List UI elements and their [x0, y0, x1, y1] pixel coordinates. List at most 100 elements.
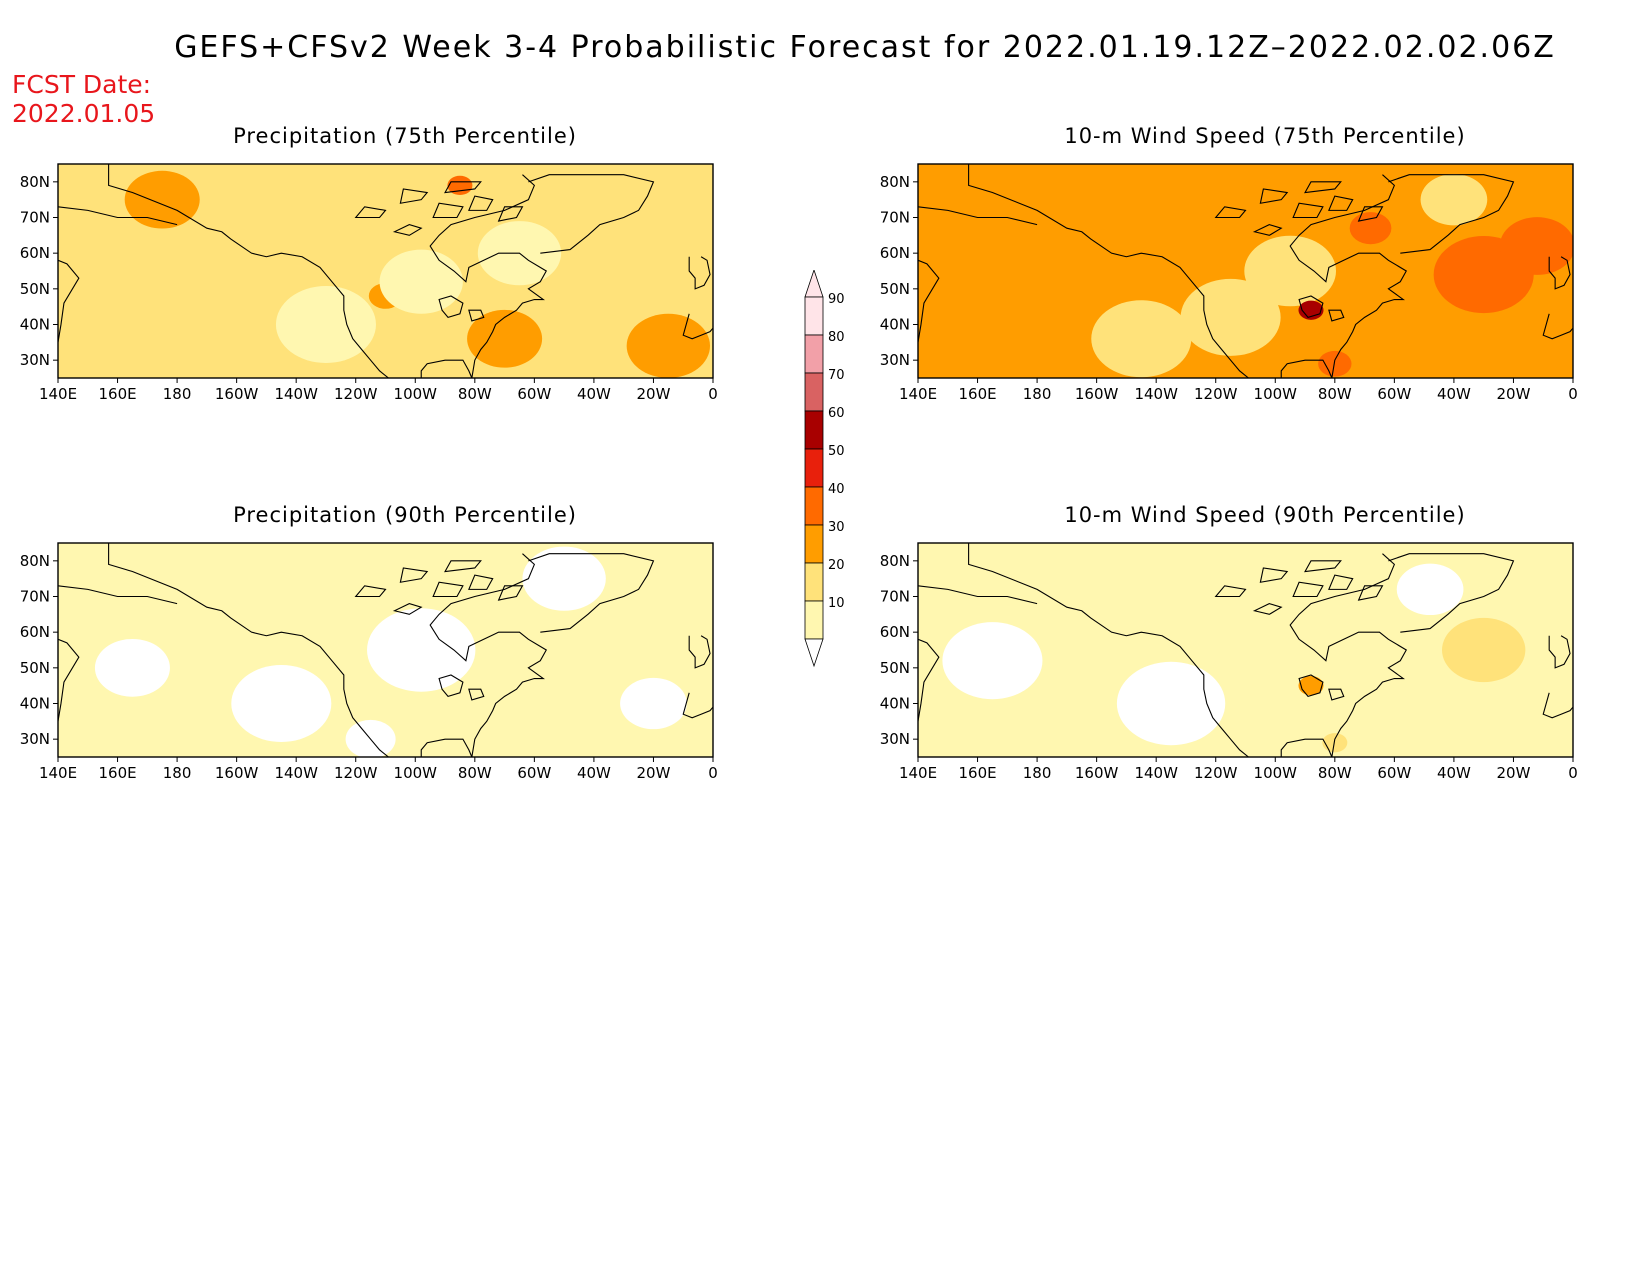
probability-area — [1298, 676, 1324, 696]
coastline — [1542, 313, 1573, 340]
coastline — [58, 206, 178, 226]
x-tick-label: 140E — [39, 385, 77, 403]
x-tick-label: 100W — [394, 764, 438, 782]
coastline — [108, 164, 389, 378]
colorbar-label: 80 — [828, 330, 845, 345]
x-tick-label: 80W — [1318, 385, 1352, 403]
x-tick-label: 160E — [958, 764, 996, 782]
island-outline — [1292, 581, 1324, 598]
island-outline — [1292, 202, 1324, 219]
y-tick-label: 70N — [20, 209, 50, 227]
x-tick-label: 140W — [274, 764, 318, 782]
island-outline — [1328, 195, 1354, 211]
coastline — [1548, 256, 1571, 290]
y-tick-label: 60N — [880, 244, 910, 262]
colorbar-bottom-arrow — [804, 638, 824, 668]
colorbar-segment — [804, 448, 824, 488]
y-tick-label: 50N — [880, 280, 910, 298]
y-tick-label: 50N — [20, 659, 50, 677]
coastline — [1548, 635, 1571, 669]
colorbar-segment — [804, 486, 824, 526]
coastline — [108, 543, 389, 757]
x-tick-label: 0 — [708, 764, 718, 782]
x-tick-label: 40W — [1437, 764, 1471, 782]
y-tick-label: 80N — [20, 173, 50, 191]
panel-precip-90: Precipitation (90th Percentile) 140E 160E… — [0, 503, 720, 782]
coastline — [429, 174, 548, 378]
island-outline — [468, 195, 494, 211]
panel-title: Precipitation (90th Percentile) — [233, 503, 577, 527]
coastline — [1289, 174, 1408, 378]
island-outline — [444, 560, 482, 573]
island-outline — [1252, 603, 1283, 615]
y-tick-label: 50N — [880, 659, 910, 677]
island-outline — [354, 585, 387, 598]
probability-area — [94, 638, 170, 697]
x-tick-label: 60W — [1377, 764, 1411, 782]
x-tick-label: 0 — [1568, 764, 1578, 782]
colorbar-segment — [804, 334, 824, 374]
island-outline — [1304, 181, 1342, 194]
coastline — [1388, 553, 1515, 633]
x-tick-label: 20W — [636, 385, 670, 403]
island-outline — [354, 206, 387, 219]
colorbar-label: 30 — [828, 520, 845, 535]
colorbar: 90 80 70 60 50 40 30 20 10 — [804, 270, 845, 668]
colorbar-label: 10 — [828, 596, 845, 611]
y-tick-label: 30N — [880, 730, 910, 748]
map-wind-90: 140E 160E 180 160W 140W 120W 100W 80W 60W 40W 20W 0… — [880, 542, 1578, 782]
x-tick-label: 140W — [274, 385, 318, 403]
main-title: GEFS+CFSv2 Week 3-4 Probabilistic Foreca… — [174, 30, 1556, 65]
probability-area — [1244, 235, 1337, 307]
probability-area — [1091, 300, 1192, 378]
y-tick-label: 50N — [20, 280, 50, 298]
island-outline — [392, 224, 423, 236]
colorbar-label: 40 — [828, 482, 845, 497]
coastlines — [58, 164, 713, 378]
y-tick-label: 60N — [880, 623, 910, 641]
x-tick-label: 40W — [577, 385, 611, 403]
x-tick-label: 20W — [636, 764, 670, 782]
probability-area — [275, 285, 376, 364]
coastline — [1388, 174, 1515, 254]
panel-title: 10-m Wind Speed (90th Percentile) — [1064, 503, 1466, 527]
y-tick-label: 30N — [20, 730, 50, 748]
x-tick-label: 120W — [334, 764, 378, 782]
probability-area — [1499, 217, 1573, 275]
probability-area — [1396, 563, 1464, 616]
forecast-date-label: FCST Date: — [12, 70, 152, 99]
island-outline — [1328, 574, 1354, 590]
coastline — [918, 585, 1038, 605]
island-outline — [1298, 295, 1324, 318]
coastline — [58, 585, 178, 605]
coastline — [682, 692, 713, 719]
coastline — [528, 174, 655, 254]
coastline — [528, 553, 655, 633]
x-tick-label: 20W — [1496, 385, 1530, 403]
plot-frame — [917, 163, 1574, 379]
x-tick-label: 0 — [708, 385, 718, 403]
plot-frame — [57, 542, 714, 758]
x-tick-label: 100W — [1254, 385, 1298, 403]
island-outline — [1304, 560, 1342, 573]
island-outline — [497, 206, 524, 222]
colorbar-top-arrow — [804, 270, 824, 298]
probability-area — [231, 664, 332, 743]
colorbar-label: 20 — [828, 558, 845, 573]
island-outline — [1259, 567, 1289, 583]
x-tick-label: 80W — [1318, 764, 1352, 782]
probability-area — [467, 309, 543, 368]
panel-precip-75: Precipitation (75th Percentile) 140E 160E… — [0, 124, 720, 403]
coastline — [1280, 359, 1333, 378]
island-outline — [1298, 674, 1324, 697]
island-outline — [468, 309, 485, 322]
colorbar-label: 70 — [828, 368, 845, 383]
colorbar-label: 90 — [828, 292, 845, 307]
colorbar-segment — [804, 410, 824, 450]
shaded-regions — [124, 170, 711, 378]
coastlines — [918, 164, 1573, 378]
probability-area — [367, 608, 476, 692]
x-tick-label: 160E — [958, 385, 996, 403]
probability-area — [1318, 350, 1352, 377]
y-tick-label: 40N — [880, 316, 910, 334]
